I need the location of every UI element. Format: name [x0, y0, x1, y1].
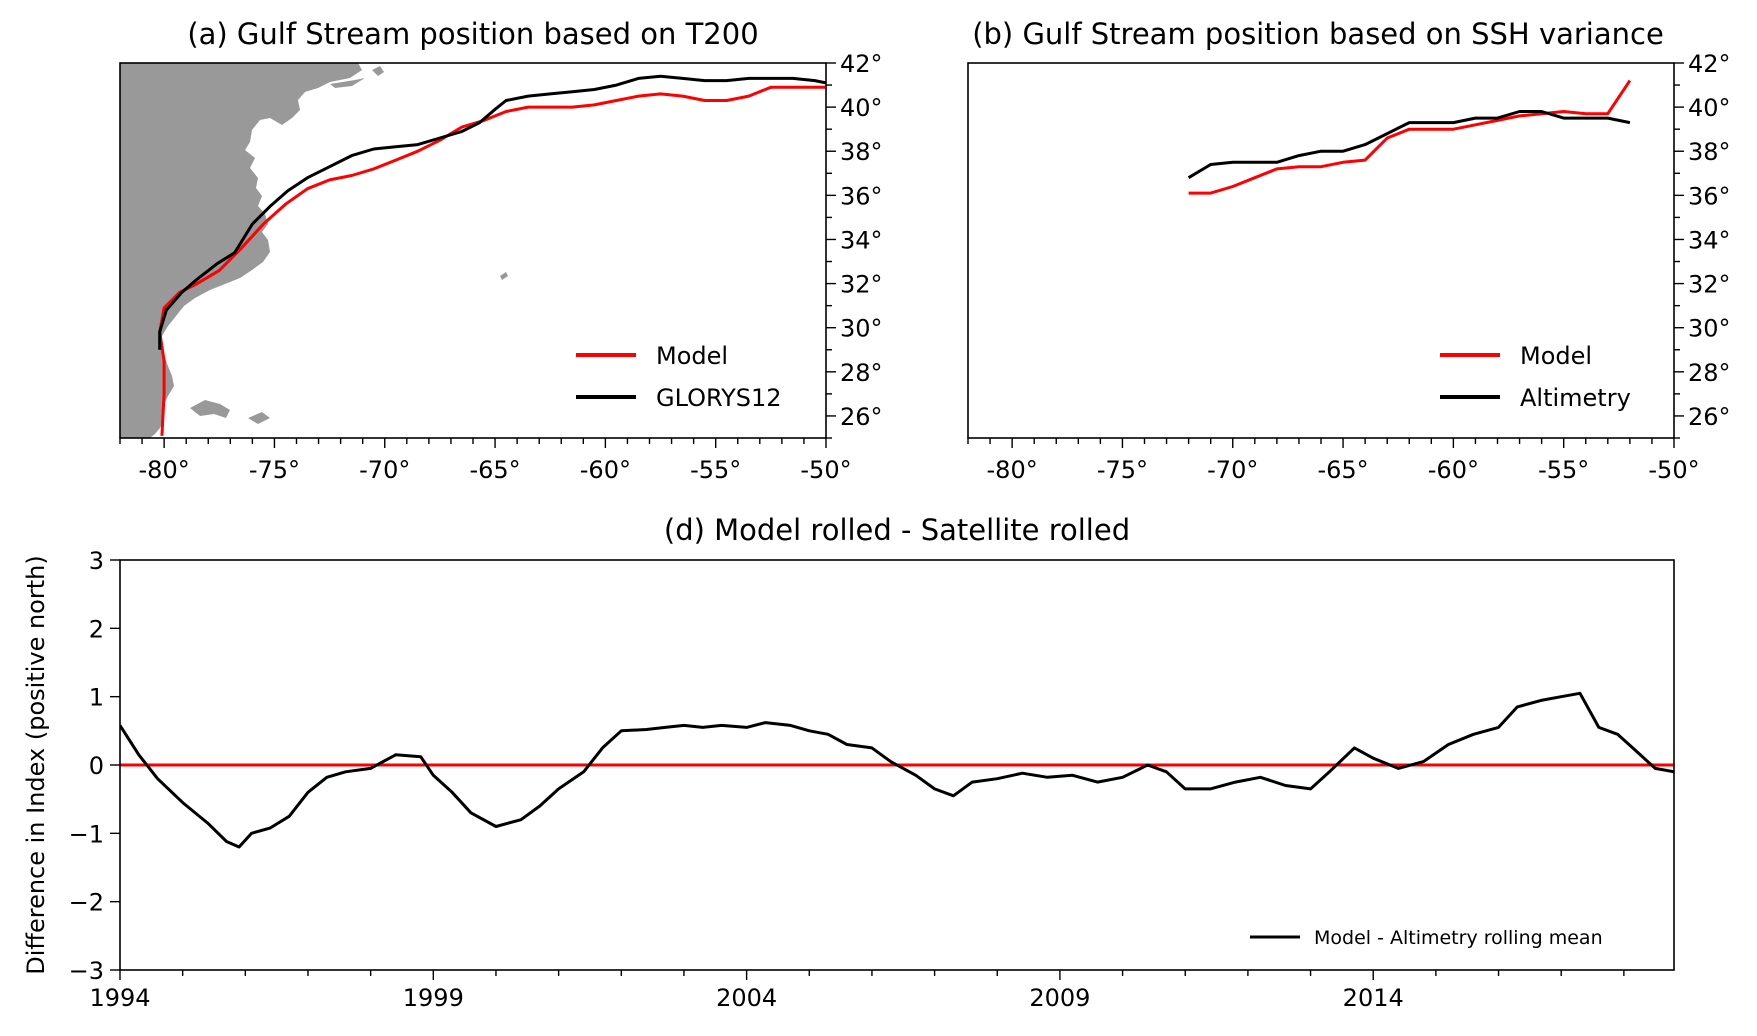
panel-b-lon-tick-label: -80°	[987, 456, 1038, 484]
panel-a-land	[120, 63, 508, 438]
panel-d-timeseries: 1994 1999 2004 2009 2014 3 2 1 0 −1 −2 −3 Differenc…	[22, 547, 1675, 1012]
panel-b-series-model	[1188, 79, 1632, 195]
panel-a-lon-tick-label: -60°	[580, 456, 631, 484]
panel-b-series-altimetry	[1187, 110, 1631, 179]
panel-b-lat-tick-label: 32°	[1688, 271, 1731, 299]
x-tick-label: 1999	[403, 984, 464, 1012]
panel-b-lon-tick-label: -50°	[1648, 456, 1699, 484]
panel-a-lat-tick-label: 42°	[840, 50, 883, 78]
panel-b-map: -80° -75° -70° -65° -60° -55° -50° 26° 28° 30° 32°…	[967, 50, 1731, 484]
panel-b-legend: Model Altimetry	[1440, 342, 1631, 412]
panel-b-lon-tick-label: -70°	[1207, 456, 1258, 484]
panel-a-lon-tick-label: -55°	[690, 456, 741, 484]
panel-a-lat-tick-label: 36°	[840, 182, 883, 210]
panel-b-lat-tick-label: 30°	[1688, 315, 1731, 343]
y-tick-label: −3	[69, 957, 104, 985]
y-tick-label: 3	[89, 547, 104, 575]
panel-b-lat-tick-label: 28°	[1688, 359, 1731, 387]
bahamas-islands	[190, 272, 508, 424]
y-tick-label: −1	[69, 820, 104, 848]
panel-a-lon-tick-label: -70°	[359, 456, 410, 484]
panel-b-lon-tick-label: -65°	[1317, 456, 1368, 484]
panel-a-lon-tick-label: -50°	[800, 456, 851, 484]
x-tick-label: 2009	[1029, 984, 1090, 1012]
panel-a-series-glorys12	[158, 74, 826, 350]
series-model-minus-altimetry	[120, 691, 1674, 849]
x-tick-label: 1994	[89, 984, 150, 1012]
panel-a-legend: Model GLORYS12	[576, 342, 782, 412]
y-tick-label: −2	[69, 889, 104, 917]
long-island	[330, 78, 365, 88]
panel-b-lon-tick-label: -75°	[1097, 456, 1148, 484]
panel-b-lat-tick-label: 36°	[1688, 182, 1731, 210]
y-tick-label: 2	[89, 615, 104, 643]
cape-cod	[1220, 66, 1232, 76]
panel-a-lat-tick-label: 34°	[840, 226, 883, 254]
legend-a-glorys-label: GLORYS12	[656, 384, 782, 412]
panel-b-lon-tick-label: -55°	[1538, 456, 1589, 484]
legend-a-model-label: Model	[656, 342, 728, 370]
legend-b-altimetry-label: Altimetry	[1520, 384, 1631, 412]
panel-b-lat-tick-label: 34°	[1688, 226, 1731, 254]
panel-a-lon-tick-label: -75°	[249, 456, 300, 484]
panel-a-lat-tick-label: 32°	[840, 271, 883, 299]
panel-d-ylabel: Difference in Index (positive north)	[22, 555, 50, 974]
legend-d-label: Model - Altimetry rolling mean	[1314, 927, 1603, 949]
panel-b-lat-tick-label: 42°	[1688, 50, 1731, 78]
panel-d-title: (d) Model rolled - Satellite rolled	[664, 513, 1130, 547]
panel-b-land	[968, 63, 1356, 438]
north-america-landmass	[968, 63, 1210, 438]
panel-b-lon-tick-label: -60°	[1428, 456, 1479, 484]
panel-b-lat-tick-label: 26°	[1688, 403, 1731, 431]
panel-a-map: -80° -75° -70° -65° -60° -55° -50° 26° 28° 30° 32°…	[119, 50, 883, 484]
y-tick-label: 1	[89, 684, 104, 712]
panel-a-lat-tick-label: 30°	[840, 315, 883, 343]
panel-a-title: (a) Gulf Stream position based on T200	[187, 17, 758, 51]
panel-a-lon-tick-label: -80°	[139, 456, 190, 484]
panel-b-title: (b) Gulf Stream position based on SSH va…	[972, 17, 1664, 51]
panel-b-lat-tick-label: 40°	[1688, 94, 1731, 122]
legend-b-model-label: Model	[1520, 342, 1592, 370]
panel-b-lat-tick-label: 38°	[1688, 138, 1731, 166]
bahamas-islands	[1038, 272, 1356, 424]
panel-a-lon-tick-label: -65°	[469, 456, 520, 484]
panel-a-lat-tick-label: 40°	[840, 94, 883, 122]
panel-a-lat-tick-label: 26°	[840, 403, 883, 431]
panel-d-legend: Model - Altimetry rolling mean	[1250, 927, 1603, 949]
x-tick-label: 2014	[1343, 984, 1404, 1012]
long-island	[1178, 78, 1213, 88]
panel-a-lat-tick-label: 28°	[840, 359, 883, 387]
x-tick-label: 2004	[716, 984, 777, 1012]
panel-a-lat-tick-label: 38°	[840, 138, 883, 166]
cape-cod	[372, 66, 384, 76]
y-tick-label: 0	[89, 752, 104, 780]
